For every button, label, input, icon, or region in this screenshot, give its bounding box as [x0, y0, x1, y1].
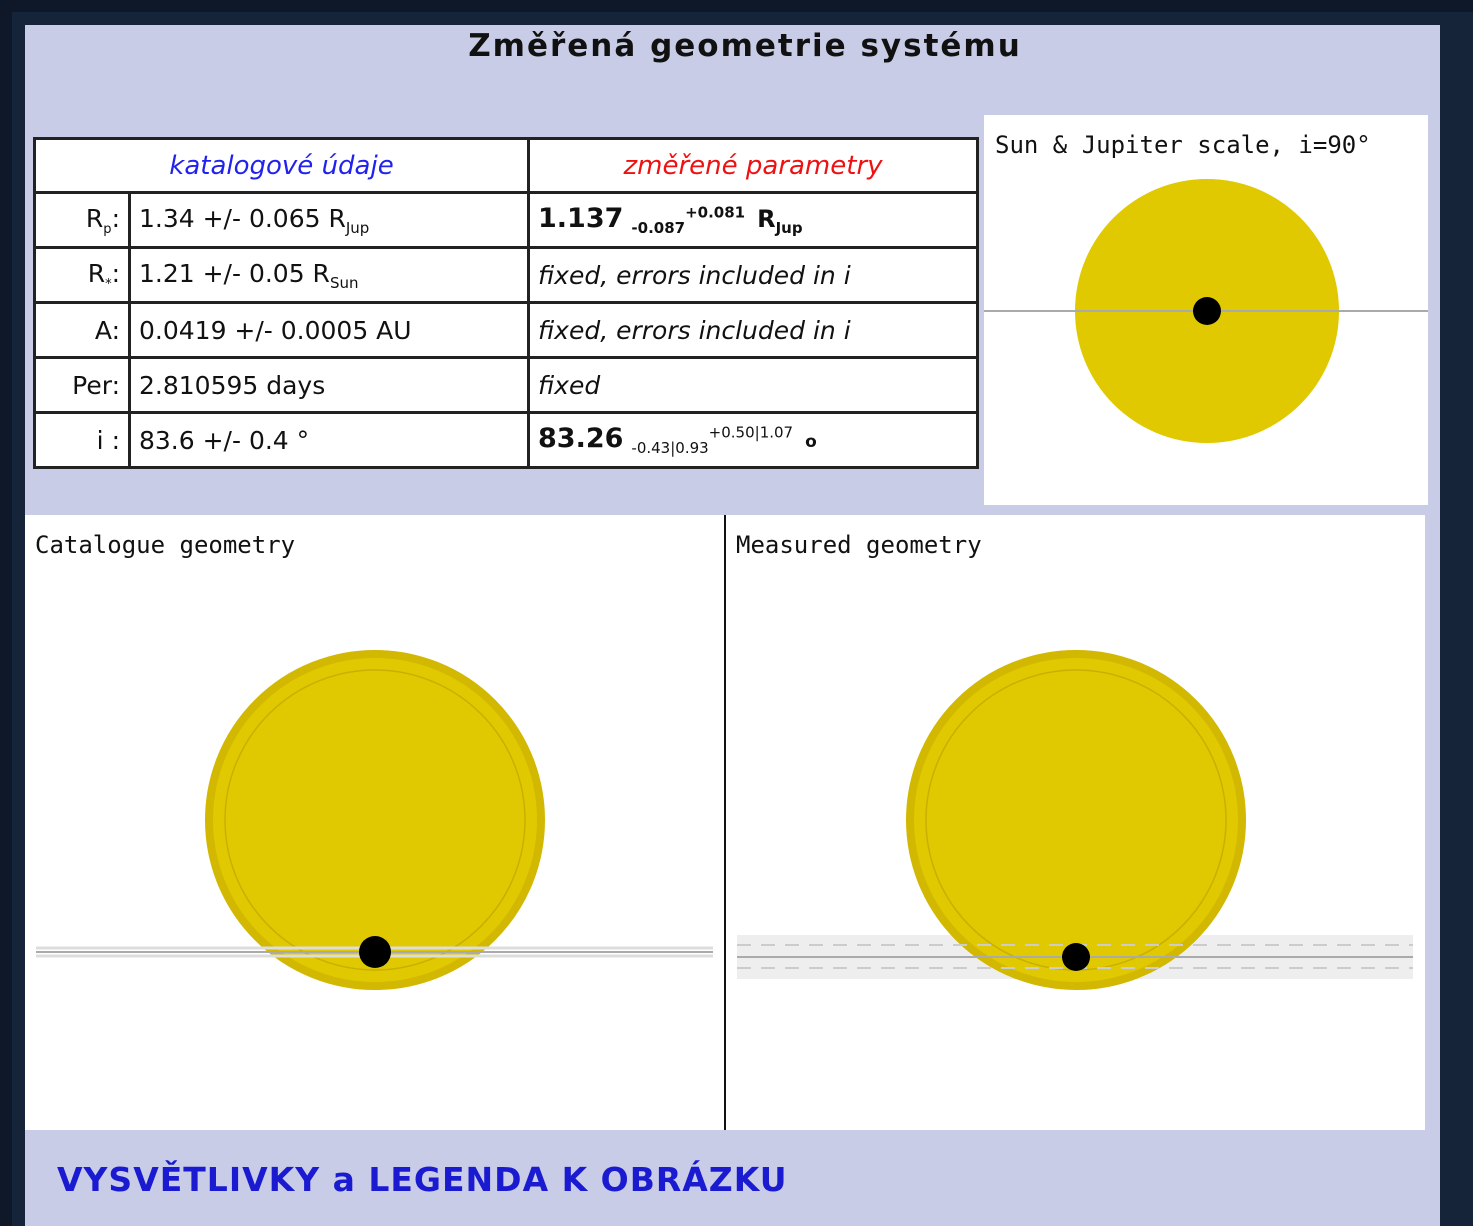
catalogue-cell: 2.810595 days — [130, 358, 529, 413]
planet — [359, 936, 391, 968]
measured-cell: 1.137 -0.087+0.081 RJup — [529, 193, 978, 248]
label-text: R — [88, 259, 105, 288]
page: Změřená geometrie systému katalogové úda… — [0, 0, 1473, 1226]
catalogue-cell: 1.21 +/- 0.05 RSun — [130, 248, 529, 303]
catalogue-value: 1.34 +/- 0.065 R — [139, 204, 346, 233]
label-text: : — [112, 204, 120, 233]
measured-value: 83.26 — [538, 423, 623, 454]
star — [910, 654, 1242, 986]
catalogue-value: 1.21 +/- 0.05 R — [139, 259, 330, 288]
table-row: Per: 2.810595 days fixed — [35, 358, 978, 413]
measured-value: fixed — [538, 371, 600, 400]
measured-cell: fixed — [529, 358, 978, 413]
header: katalogové údaje — [35, 139, 529, 193]
label-text: i : — [97, 426, 120, 455]
planet — [1062, 943, 1090, 971]
measured-value: fixed, errors included in i — [538, 261, 851, 290]
catalogue-cell: 1.34 +/- 0.065 RJup — [130, 193, 529, 248]
measured-cell: fixed, errors included in i — [529, 248, 978, 303]
unit-subscript: Jup — [346, 219, 369, 237]
parameter-table: katalogové údaje změřené parametry Rp:1.… — [33, 137, 979, 469]
error-plus: +0.081 — [685, 204, 745, 222]
scale-drawing — [984, 115, 1428, 505]
catalogue-cell: 83.6 +/- 0.4 ° — [130, 413, 529, 468]
measured-value: fixed, errors included in i — [538, 316, 851, 345]
label-text: A: — [95, 316, 120, 345]
error-minus: -0.43|0.93 — [631, 439, 708, 457]
row-label: i : — [35, 413, 130, 468]
label-text: R — [86, 204, 103, 233]
measured-unit: o — [805, 432, 817, 452]
header-row: katalogové údaje změřené parametry — [35, 139, 978, 193]
legend-link[interactable]: VYSVĚTLIVKY a LEGENDA K OBRÁZKU — [57, 1160, 788, 1199]
measured-unit: R — [757, 205, 775, 233]
jupiter — [1193, 297, 1221, 325]
geometry-drawing — [25, 515, 1425, 1130]
row-label: A: — [35, 303, 130, 358]
title: Změřená geometrie systému — [25, 28, 1465, 64]
row-label: R*: — [35, 248, 130, 303]
error-minus: -0.087 — [631, 219, 685, 237]
catalogue-cell: 0.0419 +/- 0.0005 AU — [130, 303, 529, 358]
catalogue-value: 0.0419 +/- 0.0005 AU — [139, 316, 412, 345]
label-subscript: p — [103, 222, 111, 237]
measured-value: 1.137 — [538, 203, 623, 234]
geometry-panels: Catalogue geometry Measured geometry — [25, 515, 1425, 1130]
catalogue-value: 2.810595 days — [139, 371, 325, 400]
label-text: : — [112, 259, 120, 288]
label-text: Per: — [72, 371, 120, 400]
header: změřené parametry — [529, 139, 978, 193]
scale-panel: Sun & Jupiter scale, i=90° — [984, 115, 1428, 505]
measured-cell: fixed, errors included in i — [529, 303, 978, 358]
measured-cell: 83.26 -0.43|0.93+0.50|1.07 o — [529, 413, 978, 468]
table-row: i : 83.6 +/- 0.4 ° 83.26 -0.43|0.93+0.50|1.… — [35, 413, 978, 468]
row-label: Per: — [35, 358, 130, 413]
catalogue-value: 83.6 +/- 0.4 ° — [139, 426, 309, 455]
unit-subscript: Sun — [330, 274, 359, 292]
unit-subscript: Jup — [776, 219, 803, 237]
table-row: A: 0.0419 +/- 0.0005 AU fixed, errors incl… — [35, 303, 978, 358]
row-label: Rp: — [35, 193, 130, 248]
error-plus: +0.50|1.07 — [709, 424, 793, 442]
